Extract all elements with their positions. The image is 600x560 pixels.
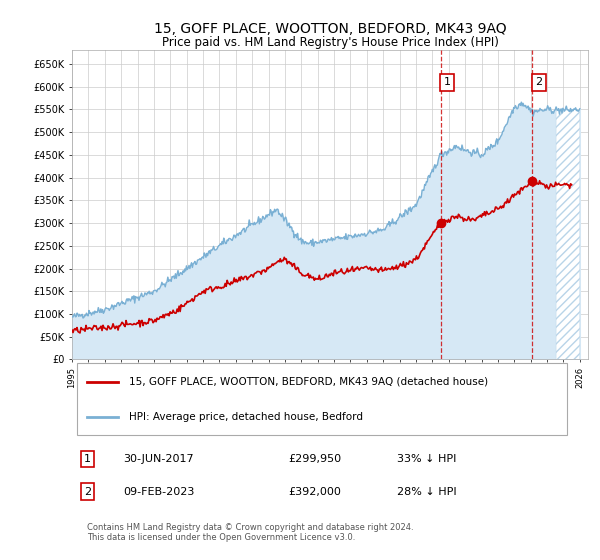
Text: 33% ↓ HPI: 33% ↓ HPI [397,454,457,464]
FancyBboxPatch shape [77,363,568,435]
Text: 1: 1 [443,77,451,87]
Text: 2: 2 [535,77,542,87]
Title: Price paid vs. HM Land Registry's House Price Index (HPI): Price paid vs. HM Land Registry's House … [161,36,499,49]
Text: 28% ↓ HPI: 28% ↓ HPI [397,487,457,497]
Text: HPI: Average price, detached house, Bedford: HPI: Average price, detached house, Bedf… [129,412,363,422]
Text: 1: 1 [84,454,91,464]
Text: £299,950: £299,950 [289,454,342,464]
Text: £392,000: £392,000 [289,487,341,497]
Text: 15, GOFF PLACE, WOOTTON, BEDFORD, MK43 9AQ: 15, GOFF PLACE, WOOTTON, BEDFORD, MK43 9… [154,22,506,36]
Text: 15, GOFF PLACE, WOOTTON, BEDFORD, MK43 9AQ (detached house): 15, GOFF PLACE, WOOTTON, BEDFORD, MK43 9… [129,377,488,387]
Text: 2: 2 [84,487,91,497]
Text: Contains HM Land Registry data © Crown copyright and database right 2024.
This d: Contains HM Land Registry data © Crown c… [88,522,414,542]
Text: 30-JUN-2017: 30-JUN-2017 [124,454,194,464]
Text: 09-FEB-2023: 09-FEB-2023 [124,487,195,497]
